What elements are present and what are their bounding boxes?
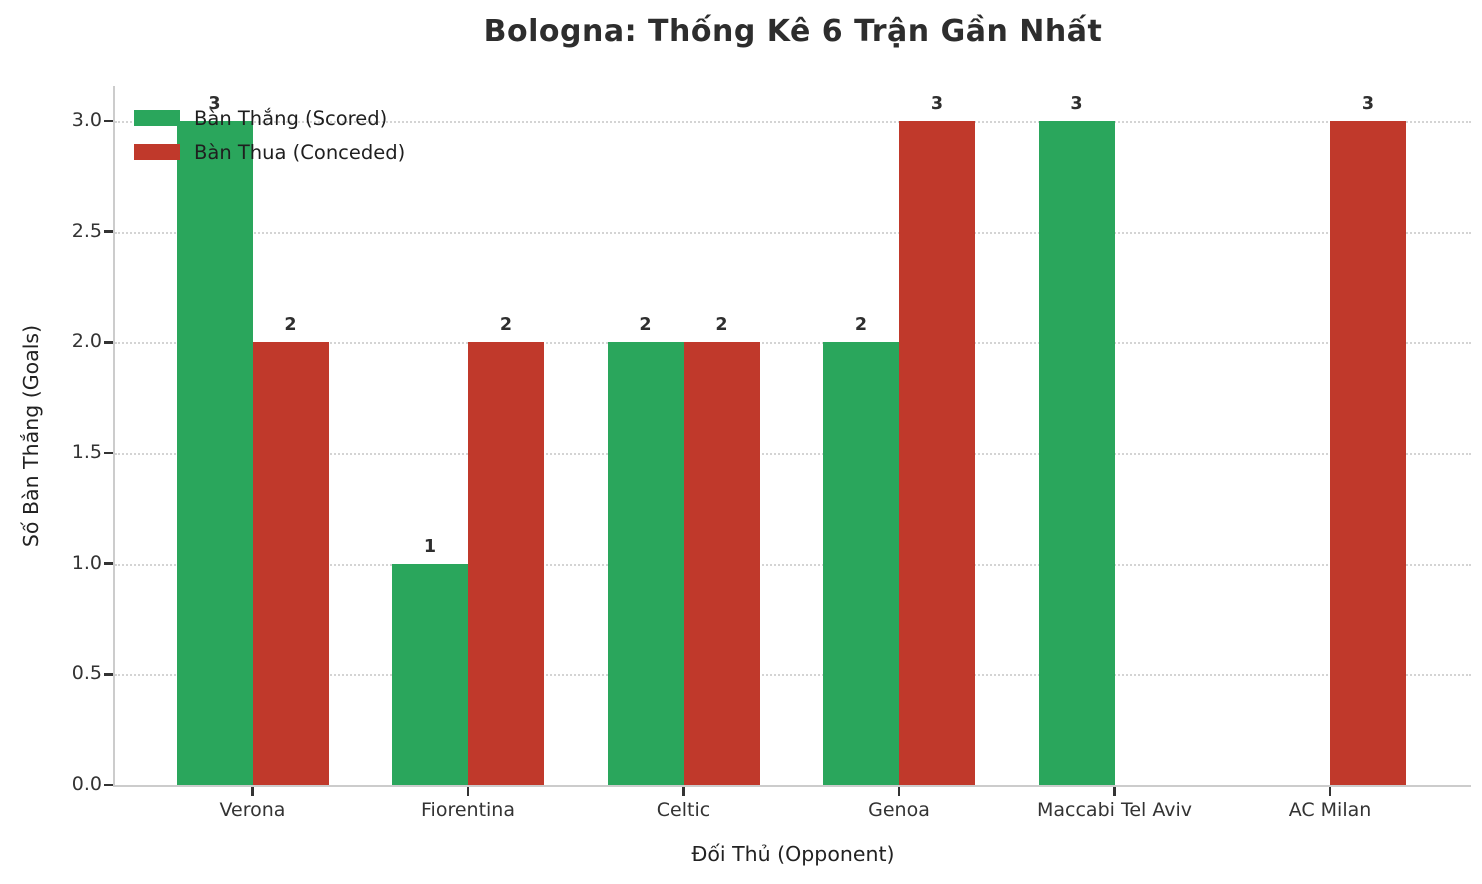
- y-axis-tick: [104, 783, 113, 787]
- legend: Bàn Thắng (Scored) Bàn Thua (Conceded): [134, 106, 405, 174]
- legend-label-scored: Bàn Thắng (Scored): [194, 106, 388, 130]
- x-tick-label: AC Milan: [1288, 799, 1372, 821]
- y-axis-tick: [104, 119, 113, 123]
- bar-value-label: 3: [1361, 94, 1375, 115]
- x-axis-tick: [1328, 787, 1332, 796]
- gridline: [115, 342, 1471, 345]
- bar-conceded-0: [252, 342, 329, 785]
- bar-scored-4: [1038, 121, 1115, 785]
- x-axis-spine: [113, 784, 1471, 787]
- legend-item-conceded: Bàn Thua (Conceded): [134, 140, 405, 164]
- y-axis-spine: [113, 86, 116, 787]
- y-tick-label: 3.0: [71, 109, 102, 132]
- bar-value-label: 2: [499, 315, 513, 336]
- bar-value-label: 2: [715, 315, 728, 336]
- bar-value-label: 2: [854, 315, 868, 336]
- bar-value-label: 3: [208, 94, 221, 115]
- y-tick-label: 2.5: [71, 219, 102, 242]
- y-axis-tick: [104, 673, 113, 676]
- y-tick-label: 0.5: [71, 662, 102, 685]
- legend-item-scored: Bàn Thắng (Scored): [134, 106, 405, 130]
- plot-area: 3 1 2 2 3 2 2 2 3 3: [115, 86, 1471, 785]
- bar-value-label: 3: [1070, 94, 1083, 115]
- x-tick-label: Fiorentina: [421, 799, 515, 821]
- bar-value-label: 2: [284, 315, 297, 336]
- gridline: [115, 231, 1471, 234]
- y-tick-label: 2.0: [71, 330, 102, 353]
- legend-swatch-scored: [134, 110, 180, 126]
- y-axis-label: Số Bàn Thắng (Goals): [19, 324, 43, 548]
- bar-conceded-2: [683, 342, 760, 785]
- bar-conceded-5: [1330, 121, 1406, 785]
- x-axis-tick: [682, 787, 685, 796]
- y-axis-tick: [104, 451, 113, 455]
- y-tick-label: 1.0: [71, 551, 102, 574]
- y-axis-tick: [104, 341, 113, 344]
- bar-value-label: 1: [423, 536, 437, 557]
- y-tick-label: 1.5: [71, 441, 102, 464]
- legend-label-conceded: Bàn Thua (Conceded): [194, 140, 406, 164]
- x-tick-label: Verona: [219, 799, 286, 821]
- legend-swatch-conceded: [134, 144, 180, 160]
- x-tick-label: Genoa: [868, 799, 930, 821]
- chart-title: Bologna: Thống Kê 6 Trận Gần Nhất: [483, 14, 1103, 49]
- x-axis-tick: [466, 787, 470, 796]
- bar-conceded-1: [468, 342, 544, 785]
- gridline: [115, 453, 1471, 456]
- bar-scored-0: [176, 121, 253, 785]
- gridline: [115, 121, 1471, 124]
- gridline: [115, 563, 1471, 566]
- y-axis-tick: [104, 230, 113, 234]
- x-tick-label: Celtic: [656, 799, 711, 821]
- bar-conceded-3: [899, 121, 975, 785]
- y-tick-label: 0.0: [71, 773, 102, 795]
- x-axis-tick: [1113, 787, 1116, 796]
- gridline: [115, 674, 1471, 677]
- x-axis-tick: [897, 787, 901, 796]
- bar-scored-3: [823, 342, 899, 785]
- bar-value-label: 3: [930, 94, 944, 115]
- y-axis-tick: [104, 562, 113, 565]
- x-axis-tick: [251, 787, 254, 796]
- bar-scored-2: [607, 342, 684, 785]
- x-tick-label: Maccabi Tel Aviv: [1037, 799, 1192, 821]
- x-axis-label: Đối Thủ (Opponent): [691, 842, 895, 866]
- bar-value-label: 2: [639, 315, 652, 336]
- bar-scored-1: [392, 563, 468, 785]
